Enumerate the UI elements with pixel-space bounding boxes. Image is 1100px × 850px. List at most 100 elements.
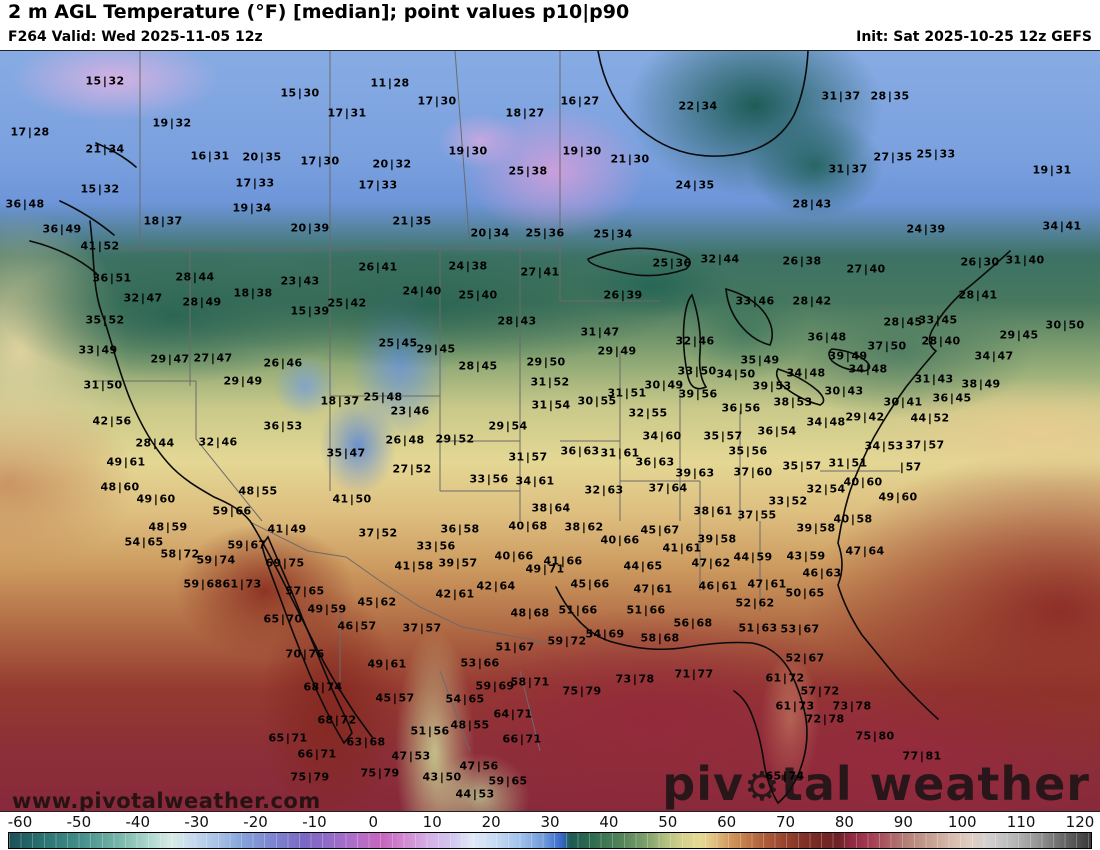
- point-value: 31 | 51: [828, 456, 868, 470]
- point-value: 20 | 34: [470, 226, 510, 240]
- point-value: 33 | 49: [78, 343, 118, 357]
- point-value: 28 | 45: [458, 359, 498, 373]
- point-value: 36 | 54: [757, 424, 797, 438]
- point-value: 49 | 61: [106, 455, 146, 469]
- point-value: 18 | 37: [320, 394, 360, 408]
- colorbar-tick: 70: [776, 813, 796, 831]
- point-value: 51 | 63: [738, 621, 778, 635]
- colorbar-tick: -40: [125, 813, 151, 831]
- point-value: 30 | 50: [1045, 318, 1085, 332]
- point-value: 23 | 43: [280, 274, 320, 288]
- point-value: 28 | 42: [792, 294, 832, 308]
- point-value: 27 | 41: [520, 265, 560, 279]
- point-value: 24 | 39: [906, 222, 946, 236]
- point-value: 65 | 70: [263, 612, 303, 626]
- point-value: 56 | 68: [673, 616, 713, 630]
- point-value: 25 | 34: [593, 227, 633, 241]
- point-value: 29 | 45: [416, 342, 456, 356]
- point-value: 47 | 61: [747, 577, 787, 591]
- point-value: 49 | 61: [367, 657, 407, 671]
- point-value: 29 | 49: [597, 344, 637, 358]
- point-value: 41 | 49: [267, 522, 307, 536]
- point-value: 36 | 63: [635, 455, 675, 469]
- point-value: 49 | 71: [525, 562, 565, 576]
- page-title: 2 m AGL Temperature (°F) [median]; point…: [8, 1, 630, 23]
- point-value: 47 | 64: [845, 544, 885, 558]
- point-value: 28 | 35: [870, 89, 910, 103]
- point-value: 47 | 53: [391, 749, 431, 763]
- colorbar-tick: 110: [1006, 813, 1036, 831]
- colorbar-tick: 0: [368, 813, 379, 831]
- point-value: 20 | 32: [372, 157, 412, 171]
- valid-time-label: F264 Valid: Wed 2025-11-05 12z: [8, 29, 263, 45]
- point-value: 17 | 28: [10, 125, 50, 139]
- point-value: 53 | 66: [460, 656, 500, 670]
- point-value: 30 | 43: [824, 384, 864, 398]
- point-value: 25 | 33: [916, 147, 956, 161]
- brand-text-suffix: tal weather: [780, 757, 1090, 811]
- point-value: 61 | 73: [222, 577, 262, 591]
- point-value: 46 | 57: [337, 619, 377, 633]
- point-value: 27 | 35: [873, 150, 913, 164]
- point-value: 40 | 66: [494, 549, 534, 563]
- point-value: 57 | 65: [285, 584, 325, 598]
- point-value: 49 | 60: [136, 492, 176, 506]
- point-value: 29 | 49: [223, 374, 263, 388]
- point-value: 51 | 66: [626, 603, 666, 617]
- point-value: 49 | 60: [878, 490, 918, 504]
- point-value: 32 | 46: [198, 435, 238, 449]
- point-value: 28 | 40: [921, 334, 961, 348]
- point-value: 75 | 79: [290, 770, 330, 784]
- point-value: 16 | 31: [190, 149, 230, 163]
- point-value: 68 | 72: [317, 713, 357, 727]
- point-value: 59 | 67: [227, 538, 267, 552]
- title-bar: 2 m AGL Temperature (°F) [median]; point…: [0, 0, 1100, 50]
- point-value: 37 | 64: [648, 481, 688, 495]
- point-value: 30 | 49: [644, 378, 684, 392]
- point-value: 25 | 40: [458, 288, 498, 302]
- point-value: 42 | 64: [476, 579, 516, 593]
- point-value: 19 | 34: [232, 201, 272, 215]
- point-value: 41 | 61: [662, 541, 702, 555]
- point-value: 34 | 50: [716, 367, 756, 381]
- point-value: 34 | 48: [848, 362, 888, 376]
- colorbar-gradient: [8, 832, 1092, 849]
- point-value: 25 | 45: [378, 336, 418, 350]
- point-value: 63 | 68: [346, 735, 386, 749]
- point-value: 37 | 57: [402, 621, 442, 635]
- watermark-site-url: www.pivotalweather.com: [12, 789, 321, 812]
- point-value: 33 | 56: [469, 472, 509, 486]
- point-value: 52 | 62: [735, 596, 775, 610]
- point-value: 11 | 28: [370, 76, 410, 90]
- point-value: 36 | 53: [263, 419, 303, 433]
- point-value: 27 | 52: [392, 462, 432, 476]
- point-value: 47 | 56: [459, 759, 499, 773]
- point-value: 65 | 74: [765, 769, 805, 783]
- point-value: 22 | 34: [678, 99, 718, 113]
- point-value: 39 | 63: [675, 466, 715, 480]
- point-value: 29 | 45: [999, 328, 1039, 342]
- point-value: 41 | 50: [332, 492, 372, 506]
- point-value: 72 | 78: [805, 712, 845, 726]
- point-value: 31 | 61: [600, 446, 640, 460]
- point-value: 43 | 50: [422, 770, 462, 784]
- point-value: 28 | 44: [175, 270, 215, 284]
- point-value: 29 | 47: [150, 352, 190, 366]
- point-value: 51 | 56: [410, 724, 450, 738]
- point-value: 31 | 43: [914, 372, 954, 386]
- point-value: 45 | 62: [357, 595, 397, 609]
- point-value: 44 | 65: [623, 559, 663, 573]
- colorbar-tick: 20: [481, 813, 501, 831]
- point-value: 32 | 55: [628, 406, 668, 420]
- point-value: 42 | 56: [92, 414, 132, 428]
- point-value: 17 | 30: [300, 154, 340, 168]
- point-value: 31 | 54: [531, 398, 571, 412]
- point-value: 39 | 53: [752, 379, 792, 393]
- point-value: 21 | 30: [610, 152, 650, 166]
- point-value: 31 | 57: [508, 450, 548, 464]
- point-value: 58 | 68: [640, 631, 680, 645]
- point-value: 37 | 52: [358, 526, 398, 540]
- point-value: 33 | 52: [768, 494, 808, 508]
- point-value: 31 | 47: [580, 325, 620, 339]
- point-value: 34 | 48: [806, 415, 846, 429]
